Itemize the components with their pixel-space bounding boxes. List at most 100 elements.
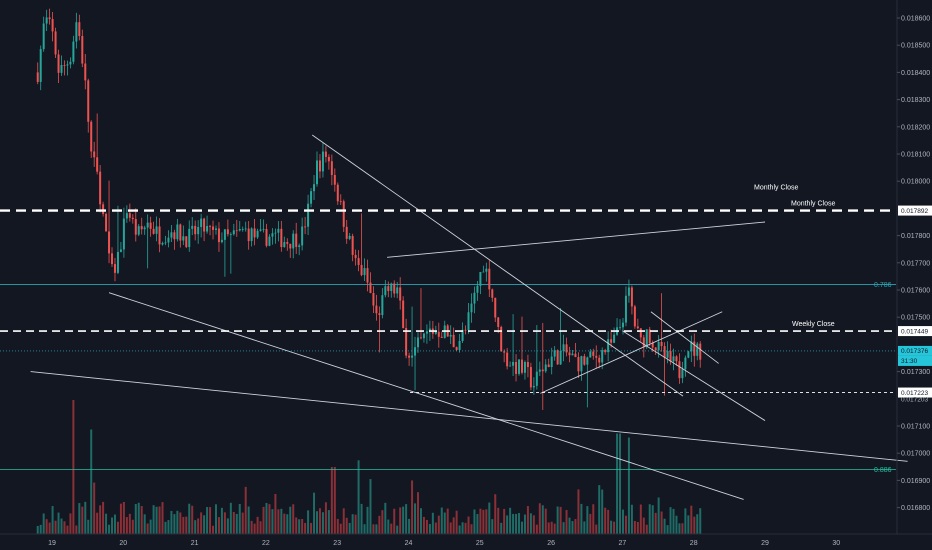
trendline-falling-wedge-top[interactable]: [650, 311, 719, 364]
volume-bar: [699, 508, 702, 534]
candle-body: [384, 286, 387, 296]
volume-bar: [520, 521, 523, 534]
candle-body: [318, 160, 321, 172]
fib-level-label: 0.786: [874, 282, 892, 289]
candle-body: [164, 242, 167, 244]
volume-bar: [687, 515, 690, 534]
volume-bar: [113, 514, 116, 534]
candle-body: [428, 328, 431, 332]
candle-body: [627, 287, 630, 296]
fib-level-label: 0.886: [874, 467, 892, 474]
candle-body: [681, 369, 684, 379]
candle-body: [369, 282, 372, 293]
volume-bar: [283, 513, 286, 534]
candle-body: [488, 268, 491, 290]
volume-bar: [363, 524, 366, 534]
volume-bar: [580, 503, 583, 534]
volume-bar: [318, 508, 321, 534]
volume-bar: [621, 509, 624, 534]
volume-bar: [324, 502, 327, 534]
volume-bar: [414, 503, 417, 534]
volume-bar: [384, 502, 387, 534]
volume-bar: [405, 504, 408, 534]
price-tick-label: 0.018600: [901, 16, 930, 23]
trendline-rising-wedge-lower[interactable]: [540, 311, 723, 394]
volume-bar: [182, 516, 185, 534]
candle-body: [84, 63, 87, 81]
candle-body: [666, 351, 669, 358]
candle-body: [298, 245, 301, 247]
time-tick-label: 23: [333, 540, 341, 547]
volume-bar: [470, 524, 473, 534]
volume-bar: [619, 433, 622, 534]
volume-bar: [206, 507, 209, 534]
candle-body: [336, 184, 339, 202]
volume-bar: [443, 512, 446, 534]
candle-body: [203, 218, 206, 232]
candle-body: [226, 229, 229, 235]
candle-body: [630, 287, 633, 307]
candle-body: [119, 249, 122, 252]
trendline-lower-channel-line[interactable]: [108, 292, 744, 500]
candle-body: [660, 341, 663, 347]
candle-body: [185, 236, 188, 248]
trendlines[interactable]: [30, 134, 908, 500]
volume-bar: [164, 521, 167, 534]
volume-bar: [339, 523, 342, 534]
volume-bar: [315, 511, 318, 534]
candle-body: [553, 350, 556, 357]
candle-body: [304, 226, 307, 228]
trendline-downtrend-from-22-7[interactable]: [311, 134, 684, 397]
volume-bar: [226, 518, 229, 534]
volume-bar: [167, 520, 170, 534]
candle-body: [601, 350, 604, 363]
monthly-close-badge-text: 0.017892: [901, 208, 928, 215]
volume-bar: [381, 510, 384, 534]
volume-bar: [351, 514, 354, 534]
time-axis[interactable]: 19 20 21 22 23 24 25 26 27 28 29 30: [0, 533, 932, 547]
candle-body: [191, 225, 194, 229]
volume-bar: [286, 514, 289, 534]
volume-bar: [57, 512, 60, 534]
volume-bar: [592, 504, 595, 534]
trendline-upper-resistance-line[interactable]: [387, 221, 766, 258]
candle-body: [155, 226, 158, 234]
candle-body: [693, 341, 696, 356]
price-tick-label: 0.016800: [901, 505, 930, 512]
candle-body: [654, 347, 657, 351]
trendline-long-support-line[interactable]: [30, 371, 908, 462]
candle-body: [283, 242, 286, 248]
trendline-falling-wedge-low[interactable]: [622, 330, 766, 421]
price-badges: 0.0178920.0174490.01737631:300.0172230.0…: [898, 205, 932, 404]
candle-body: [437, 331, 440, 337]
candle-body: [571, 353, 574, 356]
candle-body: [452, 334, 455, 348]
candle-body: [48, 17, 51, 20]
candle-body: [580, 356, 583, 372]
horizontal-levels[interactable]: Monthly Close Monthly Close Weekly Close: [0, 185, 896, 393]
candle-body: [247, 228, 250, 242]
volume-bar: [693, 516, 696, 534]
volume-bar: [155, 506, 158, 534]
candle-body: [253, 228, 256, 238]
volume-bars: [36, 400, 702, 534]
volume-bar: [336, 518, 339, 534]
candle-body: [604, 350, 607, 353]
volume-bar: [544, 508, 547, 534]
candle-body: [339, 201, 342, 203]
volume-bar: [574, 519, 577, 534]
price-axis[interactable]: 0.018600 0.018500 0.018400 0.018300 0.018200…: [896, 0, 930, 534]
volume-bar: [675, 515, 678, 534]
candle-body: [541, 369, 544, 372]
candle-body: [72, 41, 75, 62]
volume-bar: [330, 467, 333, 534]
candle-body: [324, 151, 327, 157]
volume-bar: [627, 437, 630, 534]
volume-bar: [214, 504, 217, 534]
volume-bar: [518, 513, 521, 534]
volume-bar: [203, 515, 206, 534]
candle-body: [111, 253, 114, 265]
time-tick-label: 20: [119, 540, 127, 547]
price-tick-label: 0.018500: [901, 43, 930, 50]
